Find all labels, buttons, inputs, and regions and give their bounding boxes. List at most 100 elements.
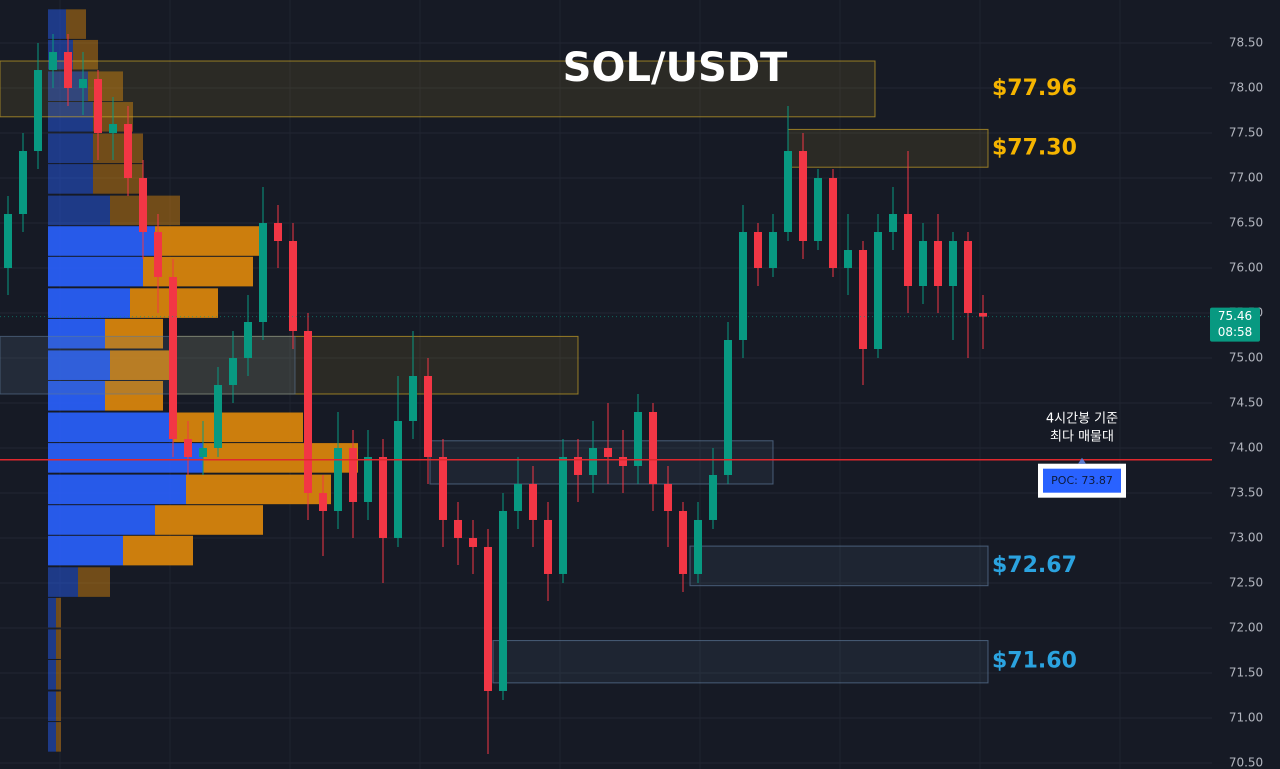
- annotation: 4시간봉 기준: [1046, 412, 1118, 427]
- candle-body: [844, 250, 852, 269]
- candle-body: [829, 178, 837, 269]
- candle-body: [184, 438, 192, 457]
- profile-buy: [48, 133, 93, 164]
- zone-label: $72.67: [992, 553, 1077, 578]
- candle-body: [304, 330, 312, 493]
- profile-sell: [73, 39, 98, 70]
- candle-body: [64, 52, 72, 89]
- chart-title: SOL/USDT: [563, 45, 788, 91]
- candle-body: [574, 456, 582, 475]
- poc-pointer: [1078, 457, 1086, 464]
- candle-body: [199, 447, 207, 457]
- candle-body: [334, 447, 342, 511]
- profile-buy: [48, 412, 173, 443]
- candle-body: [154, 232, 162, 278]
- candle-body: [469, 537, 477, 547]
- zone-label: $71.60: [992, 649, 1077, 674]
- candle-body: [424, 375, 432, 457]
- candle-body: [769, 232, 777, 269]
- poc-label: POC: 73.87: [1051, 474, 1113, 487]
- candle-body: [964, 241, 972, 313]
- candle-body: [664, 483, 672, 511]
- candle-body: [919, 241, 927, 287]
- y-tick-label: 75.00: [1229, 350, 1263, 364]
- candle-body: [109, 124, 117, 134]
- profile-buy: [48, 226, 155, 256]
- candle-body: [454, 519, 462, 538]
- profile-buy: [48, 505, 155, 535]
- profile-buy: [48, 256, 143, 287]
- candle-body: [904, 214, 912, 287]
- y-tick-label: 74.00: [1229, 440, 1263, 454]
- profile-buy: [48, 164, 93, 194]
- y-tick-label: 77.50: [1229, 126, 1263, 140]
- poc-label-box: [1043, 468, 1121, 493]
- y-tick-label: 78.50: [1229, 36, 1263, 50]
- zone-label: $77.96: [992, 76, 1077, 101]
- y-tick-label: 72.50: [1229, 575, 1263, 589]
- candle-body: [214, 384, 222, 448]
- candle-body: [739, 232, 747, 340]
- profile-sell: [155, 226, 265, 256]
- candle-body: [649, 411, 657, 484]
- profile-sell: [56, 597, 61, 628]
- candle-body: [79, 79, 87, 89]
- candle-body: [754, 232, 762, 269]
- candle-body: [439, 456, 447, 520]
- profile-buy: [48, 474, 186, 505]
- candle-body: [784, 151, 792, 233]
- profile-sell: [88, 71, 123, 102]
- candle-body: [694, 519, 702, 574]
- candle-body: [589, 447, 597, 475]
- last-price-label: 75.46: [1218, 309, 1252, 323]
- last-price-box: [1210, 307, 1260, 342]
- profile-sell: [123, 535, 193, 566]
- candle-body: [604, 447, 612, 457]
- candle-body: [379, 456, 387, 538]
- candle-body: [799, 151, 807, 242]
- zone: [492, 640, 989, 684]
- y-tick-label: 70.50: [1229, 755, 1263, 769]
- candle-body: [244, 321, 252, 358]
- y-tick-label: 73.50: [1229, 485, 1263, 499]
- profile-buy: [48, 659, 56, 690]
- profile-sell: [110, 350, 172, 380]
- candle-body: [724, 339, 732, 475]
- candle-body: [319, 492, 327, 511]
- profile-buy: [48, 691, 56, 722]
- candle-body: [634, 411, 642, 466]
- profile-buy: [48, 9, 66, 39]
- y-tick-label: 78.00: [1229, 81, 1263, 95]
- profile-sell: [56, 629, 61, 659]
- profile-buy: [48, 381, 105, 411]
- candle-body: [124, 124, 132, 179]
- profile-sell: [93, 133, 143, 164]
- candle-body: [529, 483, 537, 520]
- candle-body: [139, 178, 147, 233]
- candle-body: [349, 447, 357, 502]
- profile-buy: [48, 722, 56, 752]
- profile-sell: [66, 9, 86, 39]
- candle-body: [49, 52, 57, 71]
- profile-sell: [93, 164, 143, 194]
- candle-body: [169, 277, 177, 439]
- profile-sell: [105, 381, 163, 411]
- candle-body: [484, 546, 492, 691]
- profile-buy: [48, 443, 203, 473]
- profile-buy: [48, 350, 110, 380]
- y-tick-label: 71.50: [1229, 665, 1263, 679]
- countdown: 08:58: [1218, 325, 1253, 339]
- profile-sell: [173, 412, 303, 443]
- profile-sell: [56, 659, 61, 690]
- profile-sell: [203, 443, 358, 473]
- candle-body: [934, 241, 942, 287]
- profile-buy: [48, 195, 110, 226]
- y-tick-label: 73.00: [1229, 530, 1263, 544]
- zone: [0, 60, 876, 118]
- y-tick-label: 71.00: [1229, 710, 1263, 724]
- zone: [689, 545, 989, 587]
- candle-body: [409, 375, 417, 421]
- candle-body: [874, 232, 882, 349]
- profile-buy: [48, 597, 56, 628]
- y-tick-label: 74.50: [1229, 395, 1263, 409]
